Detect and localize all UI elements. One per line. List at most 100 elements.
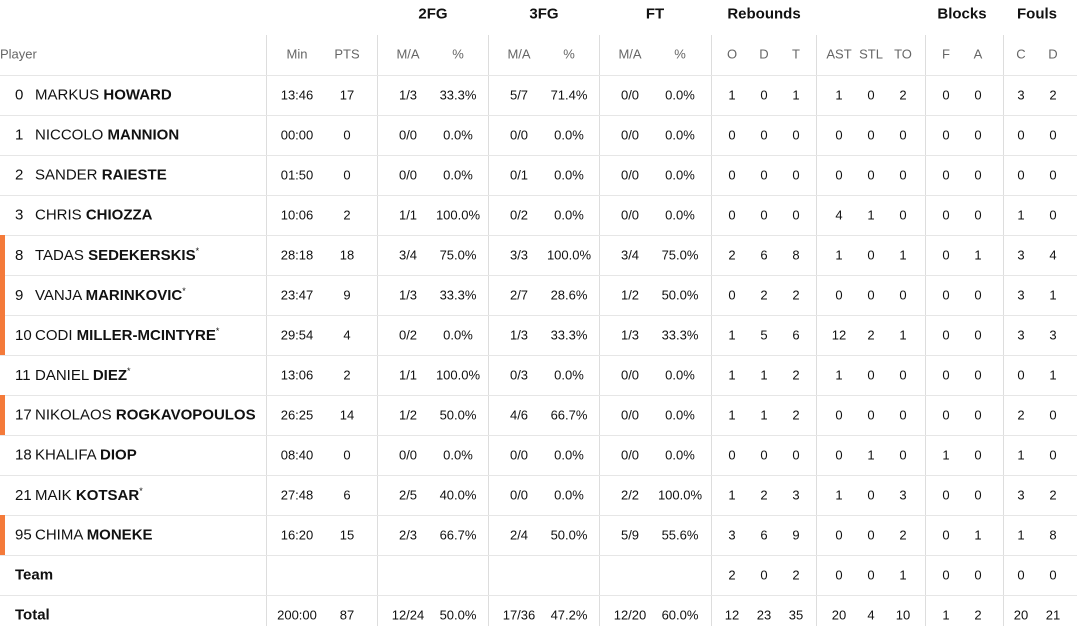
stat-cell: 1 <box>835 367 843 383</box>
player-cell: 17 NIKOLAOS ROGKAVOPOULOS <box>15 407 256 424</box>
column-header: O <box>726 46 738 62</box>
stat-cell: 0 <box>867 407 875 423</box>
stat-cell: 33.3% <box>661 327 699 343</box>
stat-cell: 28:18 <box>280 247 314 263</box>
stat-cell: 0 <box>974 567 982 583</box>
stat-cell: 1/3 <box>398 287 418 303</box>
stat-cell: 0.0% <box>665 127 695 143</box>
stat-cell: 1 <box>974 247 982 263</box>
stat-cell: 1/1 <box>398 367 418 383</box>
stat-cell: 2 <box>343 367 351 383</box>
stat-cell: 3 <box>1017 87 1025 103</box>
stat-cell: 08:40 <box>280 447 314 463</box>
stat-cell: 12/20 <box>613 607 647 623</box>
stat-cell: 14 <box>339 407 355 423</box>
stat-cell: 0/0 <box>620 407 640 423</box>
column-header: STL <box>859 46 883 62</box>
stat-cell: 0 <box>974 167 982 183</box>
stat-cell: 50.0% <box>439 407 477 423</box>
column-divider <box>1003 35 1004 626</box>
stat-cell: 9 <box>343 287 351 303</box>
stat-cell: 0.0% <box>554 447 584 463</box>
first-name: KHALIFA <box>35 446 96 464</box>
player-cell: Total <box>15 607 50 624</box>
stat-cell: 100.0% <box>435 367 481 383</box>
column-header: C <box>1016 46 1026 62</box>
stat-cell: 28.6% <box>550 287 588 303</box>
stat-cell: 0 <box>974 207 982 223</box>
first-name: NICCOLO <box>35 126 104 144</box>
last-name: MARINKOVIC <box>85 287 183 304</box>
stat-cell: 0/3 <box>509 367 529 383</box>
player-cell: 11 DANIEL DIEZ* <box>15 366 131 384</box>
stat-cell: 13:06 <box>280 367 314 383</box>
group-header: FT <box>645 5 665 23</box>
stat-cell: 0 <box>899 447 907 463</box>
player-number: 21 <box>15 487 32 504</box>
stat-cell: 0 <box>899 367 907 383</box>
stat-cell: 0 <box>835 567 843 583</box>
stat-cell: 2/5 <box>398 487 418 503</box>
column-header: M/A <box>396 46 420 62</box>
on-court-marker <box>0 315 5 355</box>
stat-cell: 1 <box>899 327 907 343</box>
stat-cell: 2/4 <box>509 527 529 543</box>
stat-cell: 1 <box>760 367 768 383</box>
stat-cell: 0 <box>1017 127 1025 143</box>
stat-cell: 0 <box>942 367 950 383</box>
last-name: KOTSAR <box>75 487 140 504</box>
stat-cell: 16:20 <box>280 527 314 543</box>
stat-cell: 2 <box>728 567 736 583</box>
stat-cell: 1 <box>974 527 982 543</box>
stat-cell: 0 <box>792 167 800 183</box>
stat-cell: 0/0 <box>398 447 418 463</box>
stat-cell: 1 <box>899 247 907 263</box>
stat-cell: 0.0% <box>665 407 695 423</box>
stat-cell: 1 <box>1017 207 1025 223</box>
stat-cell: 12 <box>724 607 740 623</box>
stat-cell: 100.0% <box>435 207 481 223</box>
stat-cell: 3 <box>1049 327 1057 343</box>
on-court-marker <box>0 395 5 435</box>
stat-cell: 0 <box>760 167 768 183</box>
stat-cell: 8 <box>792 247 800 263</box>
stat-cell: 1/3 <box>509 327 529 343</box>
stat-cell: 2 <box>1017 407 1025 423</box>
group-header: 2FG <box>418 5 448 23</box>
stat-cell: 1 <box>942 447 950 463</box>
last-name: RAIESTE <box>101 166 167 184</box>
stat-cell: 4 <box>343 327 351 343</box>
stat-cell: 1 <box>728 487 736 503</box>
stat-cell: 3 <box>899 487 907 503</box>
stat-cell: 66.7% <box>550 407 588 423</box>
player-number: 3 <box>15 206 24 224</box>
stat-cell: 1 <box>867 207 875 223</box>
stat-cell: 13:46 <box>280 87 314 103</box>
stat-cell: 0 <box>974 407 982 423</box>
player-cell: 21 MAIK KOTSAR* <box>15 486 143 504</box>
player-cell: 10 CODI MILLER-MCINTYRE* <box>15 326 219 344</box>
row-divider <box>0 515 1077 516</box>
stat-cell: 1 <box>728 367 736 383</box>
group-header: 3FG <box>529 5 559 23</box>
stat-cell: 0.0% <box>665 207 695 223</box>
column-header: % <box>452 46 464 62</box>
stat-cell: 0 <box>899 287 907 303</box>
stat-cell: 0 <box>974 447 982 463</box>
player-number: 2 <box>15 166 24 184</box>
starter-mark: * <box>126 366 131 376</box>
stat-cell: 0 <box>867 487 875 503</box>
stat-cell: 40.0% <box>439 487 477 503</box>
stat-cell: 0 <box>1049 207 1057 223</box>
stat-cell: 2 <box>974 607 982 623</box>
stat-cell: 0 <box>974 287 982 303</box>
stat-cell: 87 <box>339 607 355 623</box>
stat-cell: 0 <box>942 87 950 103</box>
row-divider <box>0 235 1077 236</box>
stat-cell: 0/0 <box>509 447 529 463</box>
player-cell: 8 TADAS SEDEKERSKIS* <box>15 246 199 264</box>
stat-cell: 0 <box>942 407 950 423</box>
stat-cell: 0 <box>942 127 950 143</box>
stat-cell: 0 <box>942 327 950 343</box>
stat-cell: 1/1 <box>398 207 418 223</box>
